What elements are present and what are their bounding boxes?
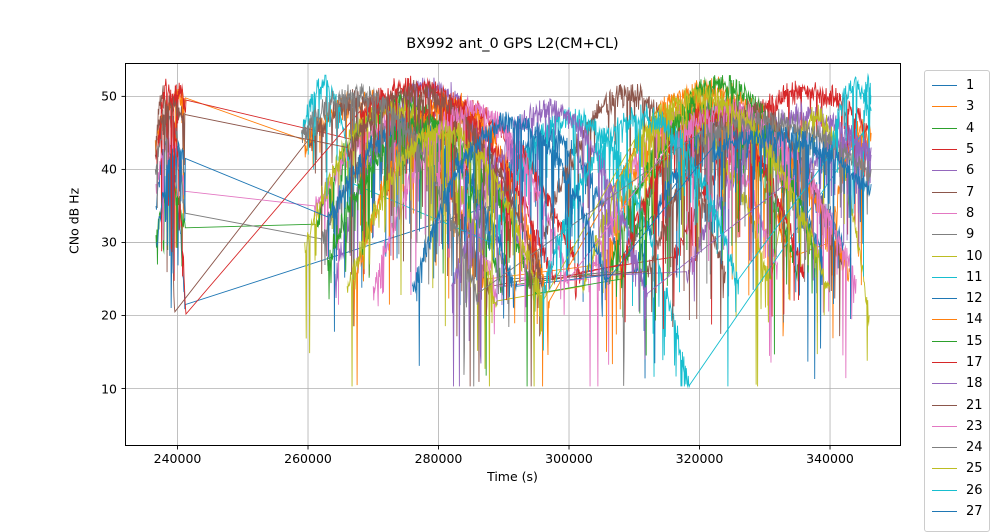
legend-entry: 18: [925, 373, 989, 394]
legend-line-swatch: [932, 255, 957, 257]
legend-line-swatch: [932, 362, 957, 363]
legend: 1 3 4 5 6 7 8 9 10 11 12 14 15 17 18 21 23 24 25 26 27: [924, 70, 990, 532]
x-tick-label: 280000: [414, 451, 463, 466]
legend-label: 15: [966, 333, 983, 349]
y-tick-label: 40: [101, 161, 117, 177]
legend-label: 7: [966, 184, 975, 200]
legend-label: 8: [966, 205, 975, 221]
y-tick-label: 50: [101, 88, 117, 104]
legend-line-swatch: [932, 234, 957, 236]
legend-line-swatch: [932, 447, 957, 449]
legend-line-swatch: [932, 383, 957, 385]
legend-entry: 4: [925, 118, 989, 139]
legend-entry: 14: [925, 309, 989, 330]
x-tick-label: 260000: [284, 451, 332, 466]
y-tick-label: 20: [101, 307, 117, 323]
legend-entry: 25: [925, 458, 989, 479]
legend-entry: 26: [925, 480, 989, 501]
legend-label: 10: [966, 248, 983, 264]
legend-line-swatch: [932, 85, 957, 87]
legend-label: 25: [966, 461, 983, 477]
legend-entry: 17: [925, 352, 989, 373]
legend-entry: 10: [925, 245, 989, 266]
legend-line-swatch: [932, 106, 957, 108]
legend-line-swatch: [932, 425, 957, 427]
legend-label: 11: [966, 269, 983, 285]
legend-line-swatch: [932, 212, 957, 214]
legend-label: 17: [966, 355, 983, 370]
legend-label: 3: [966, 99, 975, 115]
legend-line-swatch: [932, 149, 957, 151]
y-tick-label: 30: [101, 234, 117, 250]
legend-entry: 24: [925, 437, 989, 458]
x-tick-label: 240000: [153, 451, 202, 466]
legend-line-swatch: [932, 127, 957, 129]
legend-entry: 12: [925, 288, 989, 309]
legend-label: 6: [966, 163, 975, 179]
legend-label: 23: [966, 418, 983, 434]
legend-line-swatch: [932, 191, 957, 193]
legend-label: 27: [966, 504, 983, 520]
legend-entry: 21: [925, 394, 989, 415]
legend-line-swatch: [932, 404, 957, 406]
legend-entry: 9: [925, 224, 989, 245]
legend-label: 9: [966, 227, 975, 243]
x-tick-label: 300000: [545, 451, 593, 466]
legend-label: 1: [966, 78, 975, 94]
y-tick-label: 10: [101, 381, 117, 397]
legend-entry: 8: [925, 203, 989, 224]
x-tick-label: 340000: [806, 451, 854, 466]
legend-line-swatch: [932, 170, 957, 172]
plot-canvas: [0, 0, 1000, 500]
chart-title: BX992 ant_0 GPS L2(CM+CL): [406, 36, 619, 52]
legend-entry: 27: [925, 501, 989, 522]
legend-line-swatch: [932, 319, 957, 321]
legend-entry: 5: [925, 139, 989, 160]
legend-entry: 6: [925, 160, 989, 181]
legend-label: 26: [966, 482, 983, 498]
legend-entry: 7: [925, 181, 989, 202]
legend-label: 12: [966, 291, 983, 307]
legend-line-swatch: [932, 468, 957, 470]
legend-line-swatch: [932, 511, 957, 513]
legend-entry: 1: [925, 75, 989, 96]
legend-line-swatch: [932, 340, 957, 342]
legend-entry: 11: [925, 267, 989, 288]
legend-line-swatch: [932, 298, 957, 300]
x-axis-label: Time (s): [487, 469, 538, 484]
legend-label: 4: [966, 120, 975, 136]
x-tick-label: 320000: [675, 451, 724, 466]
legend-line-swatch: [932, 489, 957, 491]
legend-label: 24: [966, 440, 983, 456]
legend-label: 14: [966, 312, 983, 328]
legend-label: 18: [966, 376, 983, 392]
legend-label: 5: [966, 142, 975, 158]
legend-line-swatch: [932, 276, 957, 278]
legend-entry: 15: [925, 331, 989, 352]
legend-entry: 23: [925, 416, 989, 437]
legend-entry: 3: [925, 96, 989, 117]
legend-label: 21: [966, 397, 983, 413]
